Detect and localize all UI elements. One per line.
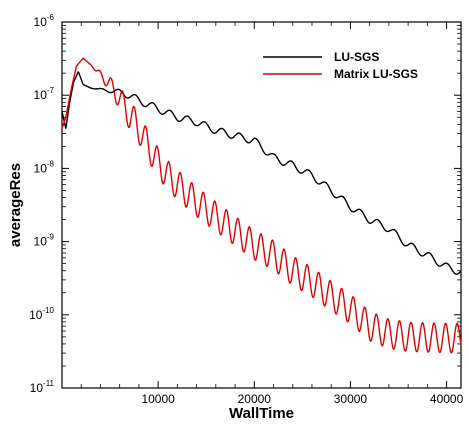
series-line-matrix-lu-sgs — [61, 57, 462, 354]
y-axis-title: averageRes — [7, 163, 24, 247]
y-tick-label: 10-8 — [34, 159, 55, 175]
y-tick-label: 10-6 — [34, 13, 55, 29]
legend-label: LU-SGS — [334, 50, 379, 64]
legend-label: Matrix LU-SGS — [334, 67, 418, 81]
x-tick-label: 10000 — [141, 392, 175, 406]
series-group — [61, 57, 462, 354]
x-tick-label: 30000 — [334, 392, 368, 406]
legend: LU-SGS Matrix LU-SGS — [263, 50, 418, 81]
x-axis-title: WallTime — [229, 405, 294, 422]
y-tick-label: 10-7 — [34, 86, 55, 102]
axes-group: 10-11 10-10 10-9 10-8 10-7 10-6 10000 20000 3000… — [29, 13, 464, 406]
plot-frame — [61, 21, 462, 389]
x-tick-label: 20000 — [238, 392, 272, 406]
y-tick-label: 10-9 — [34, 233, 55, 249]
y-tick-label: 10-10 — [29, 306, 54, 322]
y-tick-label: 10-11 — [30, 379, 55, 395]
x-tick-label: 40000 — [430, 392, 464, 406]
series-line-lu-sgs — [61, 71, 462, 275]
